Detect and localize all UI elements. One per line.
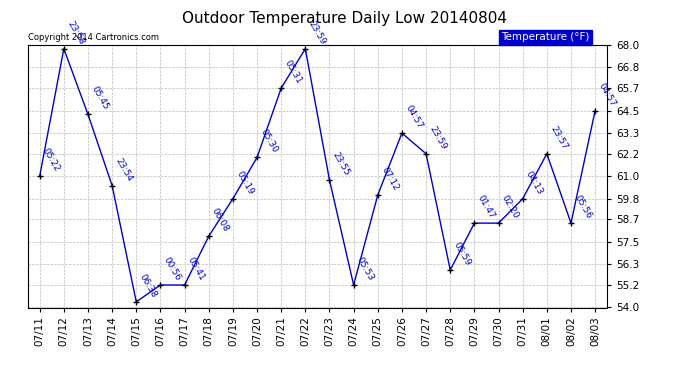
Text: 05:45: 05:45 xyxy=(90,85,110,112)
Text: Temperature (°F): Temperature (°F) xyxy=(502,32,590,42)
Text: 04:57: 04:57 xyxy=(597,81,617,108)
Text: 05:31: 05:31 xyxy=(283,58,304,86)
Text: 23:59: 23:59 xyxy=(428,124,448,151)
Text: 05:30: 05:30 xyxy=(259,128,279,155)
Text: 05:22: 05:22 xyxy=(41,147,61,174)
Text: 23:59: 23:59 xyxy=(307,19,327,46)
Text: 06:08: 06:08 xyxy=(210,207,231,234)
Text: Copyright 2014 Cartronics.com: Copyright 2014 Cartronics.com xyxy=(28,33,159,42)
Text: 23:58: 23:58 xyxy=(66,19,86,46)
Text: 00:56: 00:56 xyxy=(162,255,183,282)
Text: 04:57: 04:57 xyxy=(404,104,424,130)
Text: 05:53: 05:53 xyxy=(355,255,376,282)
Text: 23:57: 23:57 xyxy=(549,124,569,151)
Text: 05:41: 05:41 xyxy=(186,255,206,282)
Text: 07:12: 07:12 xyxy=(380,165,400,192)
Text: Outdoor Temperature Daily Low 20140804: Outdoor Temperature Daily Low 20140804 xyxy=(182,11,508,26)
Text: 01:47: 01:47 xyxy=(476,194,496,220)
Text: 23:55: 23:55 xyxy=(331,150,351,177)
Text: 23:54: 23:54 xyxy=(114,156,134,183)
Text: 02:20: 02:20 xyxy=(500,194,520,220)
Text: 05:56: 05:56 xyxy=(573,194,593,220)
Text: 05:59: 05:59 xyxy=(452,240,473,267)
Text: 05:19: 05:19 xyxy=(235,169,255,196)
Text: 06:38: 06:38 xyxy=(138,272,159,299)
Text: 04:13: 04:13 xyxy=(524,169,544,196)
